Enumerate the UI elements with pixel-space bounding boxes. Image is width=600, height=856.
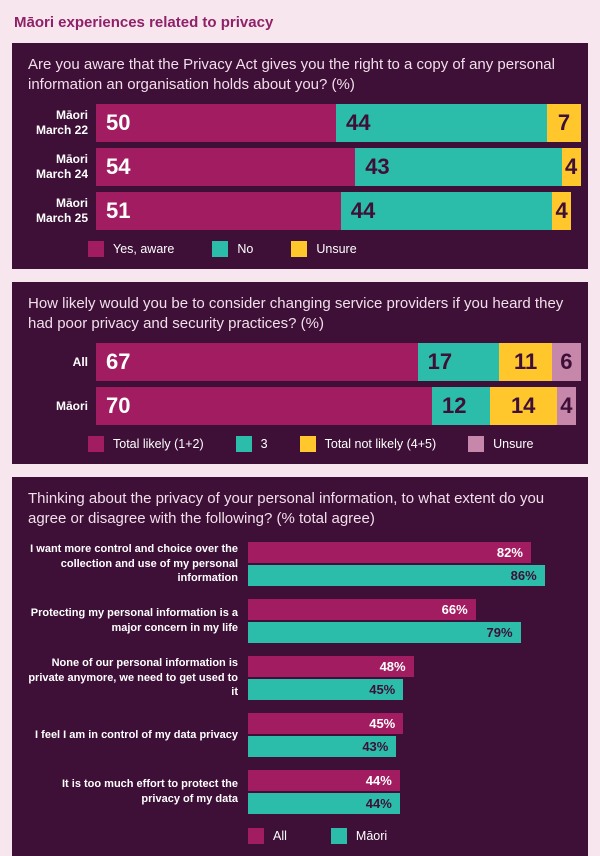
row-label: Māori March 22 xyxy=(35,108,88,137)
bar-maori: 43% xyxy=(248,736,397,757)
statement-label: Protecting my personal information is a … xyxy=(30,607,238,634)
bar-row-march-25: Māori March 25 51 44 4 xyxy=(28,192,572,230)
bar-maori: 44% xyxy=(248,793,400,814)
segment-unsure: 7 xyxy=(547,104,581,142)
segment-no: 44 xyxy=(336,104,548,142)
legend-swatch-teal xyxy=(235,436,252,452)
bar-all: 66% xyxy=(248,599,476,620)
segment-neutral-3: 17 xyxy=(417,343,500,381)
legend-item-total-likely: Total likely (1+2) xyxy=(88,436,204,452)
bar-all: 45% xyxy=(248,713,404,734)
segment-total-not-likely: 14 xyxy=(489,387,557,425)
row-label: Māori March 24 xyxy=(35,152,88,181)
row-label: Māori March 25 xyxy=(35,196,88,225)
segment-total-likely: 67 xyxy=(96,343,418,381)
statement-label: None of our personal information is priv… xyxy=(28,657,238,699)
statement-row-control-and-choice: I want more control and choice over the … xyxy=(28,542,572,586)
segment-yes-aware: 51 xyxy=(96,192,341,230)
bar-row-maori: Māori 70 12 14 4 xyxy=(28,387,576,425)
stacked-bar: 67 17 11 6 xyxy=(96,343,581,381)
stacked-bar: 54 43 4 xyxy=(96,148,581,186)
legend-item-total-not-likely: Total not likely (4+5) xyxy=(299,436,436,452)
legend-item-maori: Māori xyxy=(330,828,387,844)
stacked-bar: 51 44 4 xyxy=(96,192,572,230)
chart-question: How likely would you be to consider chan… xyxy=(28,295,564,332)
segment-unsure: 6 xyxy=(551,343,581,381)
bar-maori: 79% xyxy=(248,622,521,643)
legend-item-all: All xyxy=(248,828,287,844)
legend-item-yes-aware: Yes, aware xyxy=(88,241,174,257)
legend-item-neutral-3: 3 xyxy=(235,436,268,452)
chart-question: Are you aware that the Privacy Act gives… xyxy=(28,56,555,93)
statement-label: I feel I am in control of my data privac… xyxy=(35,728,238,741)
legend-item-unsure: Unsure xyxy=(468,436,533,452)
bar-pair: 44% 44% xyxy=(248,770,400,814)
bar-row-all: All 67 17 11 6 xyxy=(28,343,581,381)
statement-row-in-control: I feel I am in control of my data privac… xyxy=(28,713,572,757)
bar-all: 48% xyxy=(248,656,414,677)
legend-swatch-mauve xyxy=(468,436,485,452)
stacked-bar: 50 44 7 xyxy=(96,104,581,142)
attitudes-chart-panel: Thinking about the privacy of your perso… xyxy=(12,477,588,856)
segment-neutral-3: 12 xyxy=(432,387,490,425)
bar-all: 82% xyxy=(248,542,531,563)
legend: Yes, aware No Unsure xyxy=(88,241,572,257)
row-label: Māori xyxy=(55,398,88,413)
bar-maori: 45% xyxy=(248,679,404,700)
bar-pair: 82% 86% xyxy=(248,542,545,586)
legend-swatch-yellow xyxy=(291,241,308,257)
bar-all: 44% xyxy=(248,770,400,791)
segment-yes-aware: 50 xyxy=(96,104,336,142)
legend: Total likely (1+2) 3 Total not likely (4… xyxy=(88,436,572,452)
segment-unsure: 4 xyxy=(556,387,576,425)
statement-row-nothing-private: None of our personal information is priv… xyxy=(28,656,572,700)
legend-item-unsure: Unsure xyxy=(291,241,357,257)
legend-swatch-teal xyxy=(330,828,347,844)
legend-swatch-yellow xyxy=(299,436,316,452)
legend-swatch-magenta xyxy=(88,241,104,257)
awareness-chart-panel: Are you aware that the Privacy Act gives… xyxy=(12,43,588,269)
grouped-bars: I want more control and choice over the … xyxy=(28,542,572,814)
segment-yes-aware: 54 xyxy=(96,148,356,186)
statement-row-too-much-effort: It is too much effort to protect the pri… xyxy=(28,770,572,814)
switching-chart-panel: How likely would you be to consider chan… xyxy=(12,282,588,464)
bar-row-march-24: Māori March 24 54 43 4 xyxy=(28,148,581,186)
bar-row-march-22: Māori March 22 50 44 7 xyxy=(28,104,581,142)
bar-pair: 48% 45% xyxy=(248,656,414,700)
legend-swatch-magenta xyxy=(88,436,104,452)
legend-item-no: No xyxy=(212,241,253,257)
legend: All Māori xyxy=(248,828,572,844)
statement-label: I want more control and choice over the … xyxy=(30,543,238,585)
stacked-bar: 70 12 14 4 xyxy=(96,387,576,425)
segment-no: 43 xyxy=(355,148,562,186)
statement-label: It is too much effort to protect the pri… xyxy=(62,778,238,805)
row-label: All xyxy=(72,354,88,369)
segment-unsure: 4 xyxy=(551,192,572,230)
statement-row-major-concern: Protecting my personal information is a … xyxy=(28,599,572,643)
bar-maori: 86% xyxy=(248,565,545,586)
chart-question: Thinking about the privacy of your perso… xyxy=(28,490,545,527)
legend-swatch-magenta xyxy=(248,828,264,844)
segment-total-likely: 70 xyxy=(96,387,432,425)
bar-pair: 66% 79% xyxy=(248,599,521,643)
legend-swatch-teal xyxy=(212,241,229,257)
segment-unsure: 4 xyxy=(561,148,581,186)
segment-no: 44 xyxy=(340,192,552,230)
page-title: Māori experiences related to privacy xyxy=(14,14,274,31)
segment-total-not-likely: 11 xyxy=(499,343,552,381)
bar-pair: 45% 43% xyxy=(248,713,404,757)
